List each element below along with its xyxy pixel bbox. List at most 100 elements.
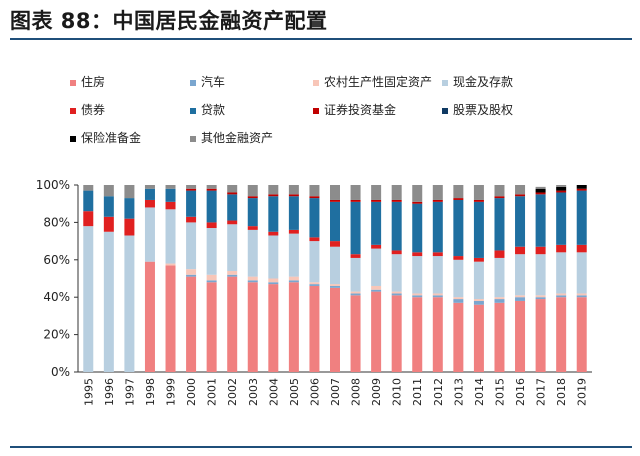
bar-segment-2001-s4: [206, 222, 217, 229]
bar-segment-2008-s3: [350, 257, 361, 292]
bar-segment-2002-s0: [227, 276, 238, 372]
bar-segment-2012-s5: [432, 201, 443, 253]
bar-segment-2013-s5: [453, 199, 464, 257]
footer-rule: [10, 446, 632, 448]
bar-segment-2002-s4: [227, 220, 238, 225]
bar-segment-2008-s9: [350, 185, 361, 200]
bar-segment-2019-s6: [576, 188, 587, 191]
bar-segment-1999-s2: [165, 263, 176, 266]
bar-segment-2007-s0: [330, 287, 340, 372]
bar-segment-2007-s5: [330, 201, 340, 242]
bar-segment-2014-s1: [473, 300, 484, 305]
x-tick-label: 2007: [329, 378, 342, 406]
bar-segment-2013-s3: [453, 259, 464, 298]
legend-swatch: [313, 108, 319, 114]
bar-segment-2005-s3: [288, 233, 299, 277]
title-rule: [10, 38, 632, 40]
bar-segment-2015-s0: [494, 302, 505, 372]
bar-segment-2002-s2: [227, 271, 238, 275]
bar-segment-1995-s5: [83, 190, 94, 212]
bar-segment-2014-s5: [473, 201, 484, 258]
bar-segment-1999-s5: [165, 188, 176, 202]
bar-segment-2017-s4: [535, 246, 546, 255]
bar-segment-1995-s3: [83, 226, 94, 372]
x-tick-label: 2003: [247, 378, 260, 406]
bar-segment-2005-s0: [288, 282, 299, 372]
bar-segment-2012-s9: [432, 185, 443, 200]
bar-segment-2014-s0: [473, 304, 484, 372]
bar-segment-2011-s0: [412, 297, 423, 372]
x-tick-label: 2016: [514, 378, 527, 406]
y-tick-label: 100%: [36, 178, 70, 192]
bar-segment-1999-s3: [165, 209, 176, 264]
legend-label: 股票及股权: [453, 103, 513, 117]
bar-segment-1997-s3: [124, 235, 135, 372]
bar-segment-2007-s9: [330, 185, 340, 200]
bar-segment-2001-s6: [206, 188, 217, 191]
bar-segment-2012-s2: [432, 293, 443, 296]
bar-segment-2013-s9: [453, 185, 464, 199]
bar-segment-1998-s9: [144, 185, 155, 189]
bar-segment-2015-s9: [494, 185, 505, 197]
bar-segment-2018-s8: [556, 186, 567, 191]
bar-segment-2011-s2: [412, 293, 423, 296]
x-tick-label: 2008: [350, 378, 363, 406]
bar-segment-2009-s9: [371, 185, 382, 200]
bar-segment-2000-s5: [186, 190, 197, 217]
bar-segment-2013-s0: [453, 302, 464, 372]
bar-segment-2000-s4: [186, 216, 197, 223]
bar-segment-2014-s6: [473, 199, 484, 202]
bar-segment-2006-s5: [309, 198, 320, 238]
bar-segment-2003-s6: [247, 196, 258, 199]
bar-segment-2006-s9: [309, 185, 320, 197]
bar-segment-2013-s2: [453, 297, 464, 300]
bar-segment-2016-s5: [515, 196, 526, 247]
bar-segment-2012-s4: [432, 252, 443, 257]
bar-segment-1997-s5: [124, 198, 135, 219]
bar-segment-2004-s9: [268, 185, 279, 195]
bar-segment-2019-s8: [576, 185, 587, 189]
y-tick-label: 0%: [51, 365, 70, 379]
bar-segment-2017-s8: [535, 188, 546, 193]
bar-segment-2008-s1: [350, 293, 361, 296]
bar-segment-2017-s3: [535, 254, 546, 296]
x-tick-label: 2001: [206, 378, 219, 406]
bar-segment-2007-s2: [330, 284, 340, 286]
bar-segment-2017-s1: [535, 297, 546, 300]
bar-segment-2000-s3: [186, 222, 197, 270]
bar-segment-2013-s4: [453, 256, 464, 260]
legend-label: 证券投资基金: [324, 102, 396, 117]
bar-segment-2010-s0: [391, 295, 402, 372]
bar-segment-2004-s6: [268, 194, 279, 197]
bar-segment-2003-s2: [247, 276, 258, 281]
bar-segment-2000-s6: [186, 188, 197, 191]
bar-segment-2015-s2: [494, 297, 505, 300]
bar-segment-2012-s0: [432, 297, 443, 372]
legend-swatch: [442, 80, 448, 86]
legend-label: 保险准备金: [81, 130, 141, 145]
bar-segment-2016-s3: [515, 254, 526, 296]
legend-swatch: [70, 80, 76, 86]
bar-segment-2008-s0: [350, 295, 361, 372]
bar-segment-2007-s6: [330, 199, 340, 202]
bar-segment-2013-s1: [453, 299, 464, 303]
bar-segment-2019-s3: [576, 252, 587, 294]
bar-segment-2012-s3: [432, 256, 443, 294]
bar-segment-2011-s9: [412, 185, 423, 202]
x-tick-label: 2005: [288, 378, 301, 406]
bar-segment-2019-s0: [576, 297, 587, 372]
bar-segment-2004-s4: [268, 231, 279, 236]
bar-segment-2016-s9: [515, 185, 526, 195]
bar-segment-1996-s5: [103, 196, 114, 217]
bar-segment-2000-s2: [186, 269, 197, 275]
bar-segment-2011-s1: [412, 295, 423, 298]
legend-label: 贷款: [201, 103, 225, 117]
bar-segment-2011-s5: [412, 203, 423, 253]
bar-segment-1999-s9: [165, 185, 176, 189]
bar-segment-2006-s0: [309, 285, 320, 372]
legend-swatch: [190, 136, 196, 142]
bar-segment-2001-s5: [206, 190, 217, 223]
x-tick-label: 2004: [267, 378, 280, 406]
bar-segment-1997-s9: [124, 185, 135, 199]
bar-segment-2007-s3: [330, 246, 340, 285]
